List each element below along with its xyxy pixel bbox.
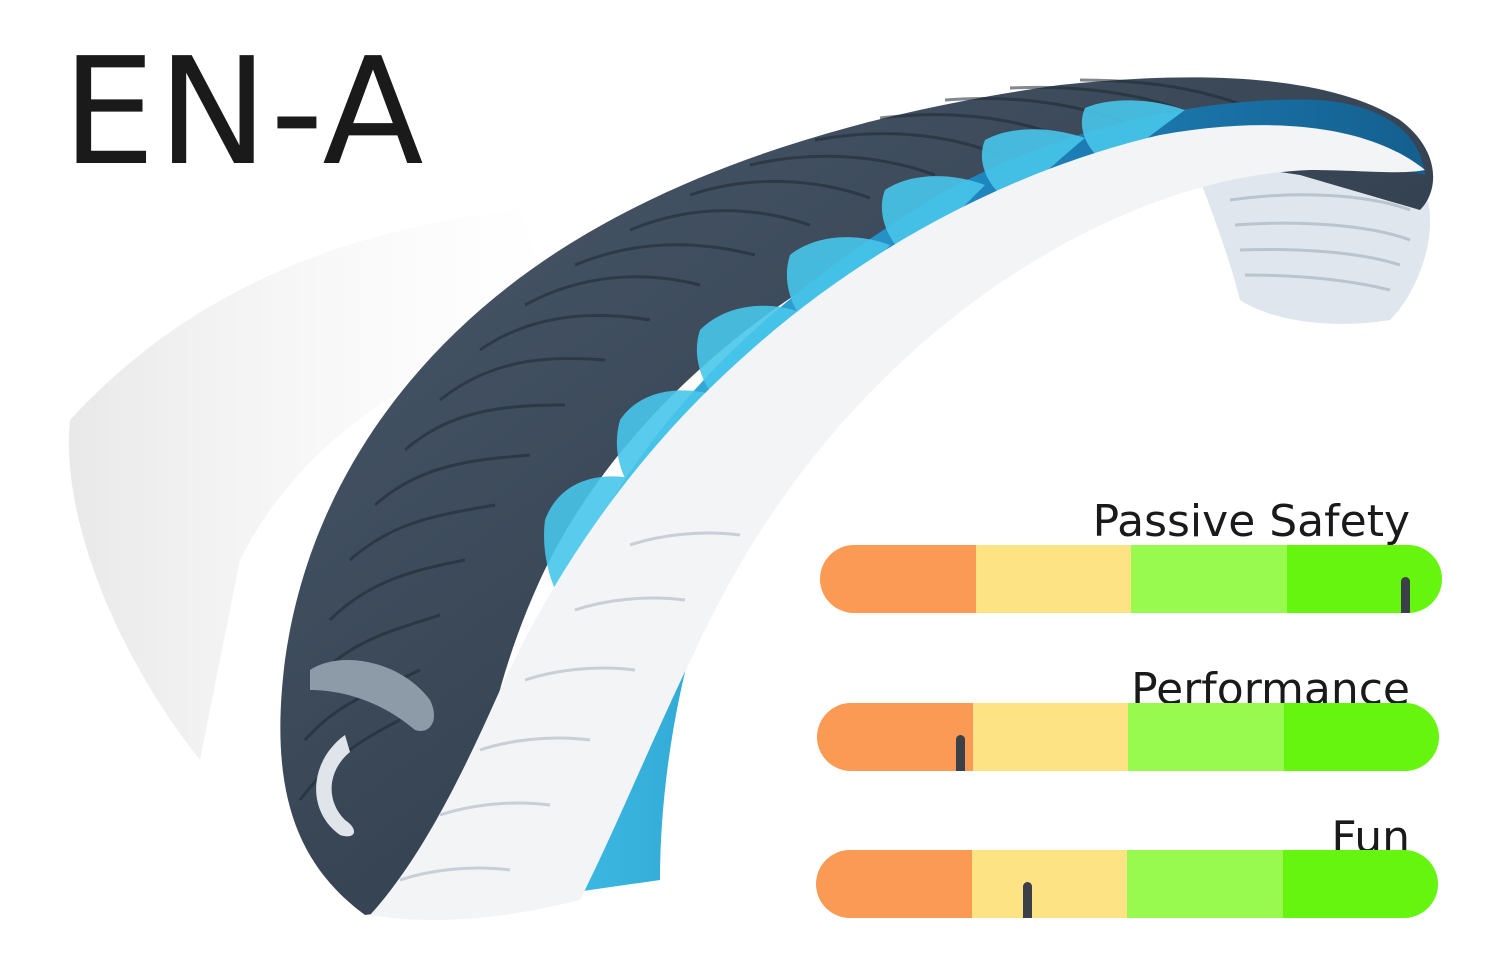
gauge-segment-light-green [1127, 850, 1283, 918]
gauge-segment-light-green [1128, 703, 1284, 771]
gauge-segment-light-green [1131, 545, 1287, 613]
wing-logo-mark [310, 660, 435, 731]
gauge-segment-orange [817, 703, 973, 771]
gauge-segment-yellow [972, 703, 1128, 771]
gauge-segment-yellow [975, 545, 1131, 613]
gauge-marker [1401, 577, 1410, 613]
gauge-marker [956, 735, 965, 771]
gauge-segment-green [1283, 703, 1439, 771]
gauge-segment-yellow [971, 850, 1127, 918]
gauge-label-passive-safety: Passive Safety [1092, 496, 1410, 547]
gauge-segment-green [1286, 545, 1442, 613]
gauge-bar-passive-safety [820, 545, 1442, 613]
gauge-segment-orange [816, 850, 972, 918]
gauge-bar-performance [817, 703, 1439, 771]
page-title: EN-A [62, 26, 426, 198]
gauge-segment-orange [820, 545, 976, 613]
gauge-marker [1023, 882, 1032, 918]
wing-shadow [68, 210, 560, 760]
gauge-segment-green [1282, 850, 1438, 918]
wing-leading-edge [370, 125, 1425, 921]
gauge-bar-fun [816, 850, 1438, 918]
wing-logo-swoosh [316, 735, 355, 837]
